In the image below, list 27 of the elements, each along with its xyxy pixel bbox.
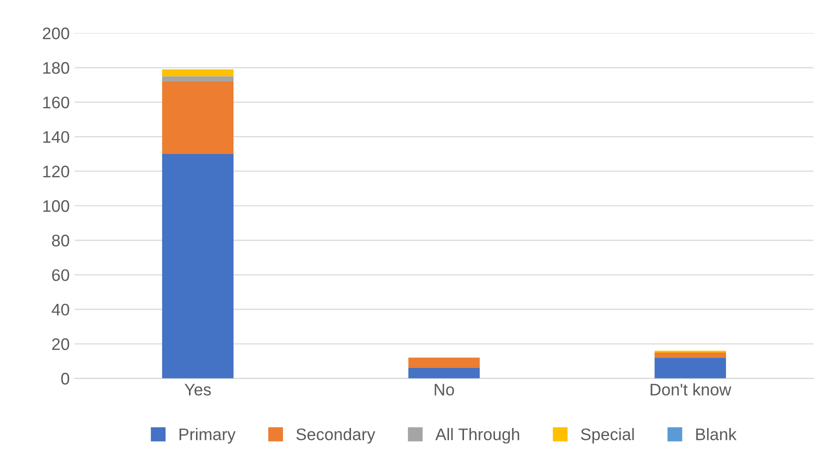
- legend-label: Blank: [696, 428, 737, 440]
- bar: [162, 69, 234, 76]
- y-tick-label: 180: [43, 62, 70, 74]
- y-tick-label: 60: [52, 269, 70, 282]
- y-tick-label: 160: [43, 96, 70, 108]
- bar: [162, 154, 234, 378]
- y-tick-label: 80: [52, 234, 70, 246]
- legend-label: All Through: [435, 428, 520, 444]
- legend-label: Secondary: [296, 428, 376, 444]
- x-tick-label: No: [434, 384, 454, 396]
- y-tick-label: 120: [43, 166, 70, 178]
- y-tick-label: 20: [52, 338, 70, 350]
- bar: [408, 358, 480, 368]
- bar: [654, 358, 726, 378]
- bar: [162, 81, 234, 154]
- x-tick-label: Yes: [184, 384, 211, 396]
- bar: [162, 76, 234, 82]
- y-tick-label: 100: [43, 200, 70, 212]
- bar: [654, 352, 726, 358]
- legend-label: Special: [580, 428, 634, 444]
- legend-label: Primary: [180, 428, 236, 444]
- y-tick-label: 140: [43, 131, 70, 143]
- y-tick-label: 0: [61, 372, 70, 385]
- bar: [408, 368, 480, 378]
- y-tick-label: 40: [52, 304, 70, 316]
- y-tick-label: 200: [42, 28, 70, 40]
- x-tick-label: Don't know: [650, 383, 732, 396]
